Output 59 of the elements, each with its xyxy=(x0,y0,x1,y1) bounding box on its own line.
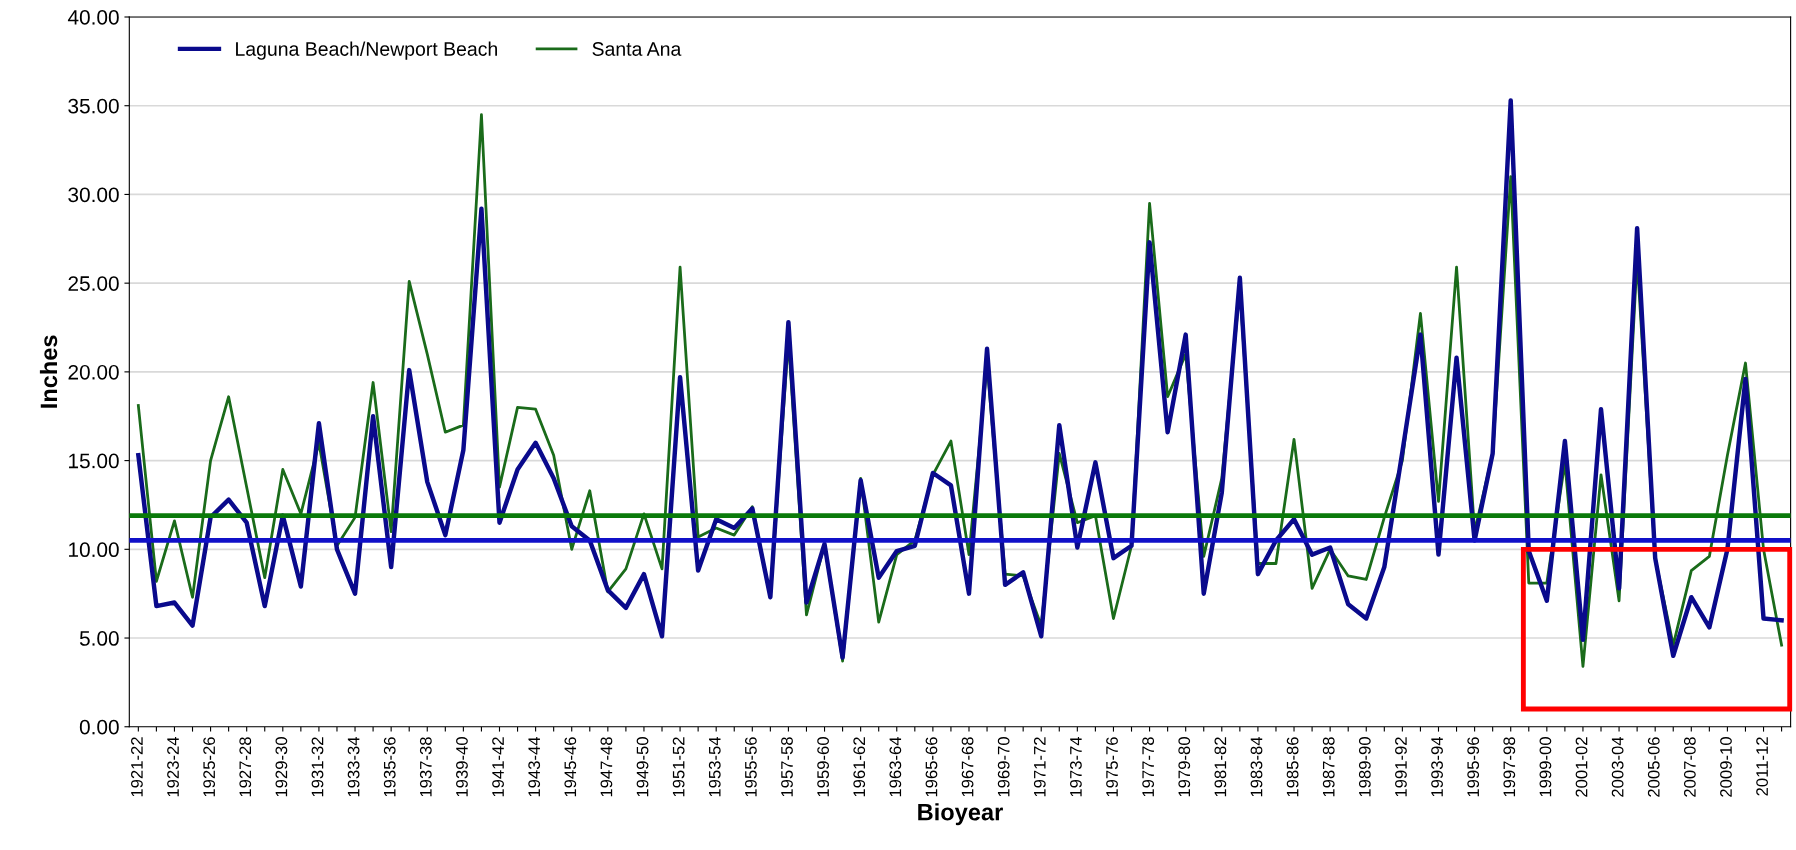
x-tick-label: 1991-92 xyxy=(1395,737,1407,797)
y-tick-label: 25.00 xyxy=(68,276,119,291)
y-tick-label: 35.00 xyxy=(68,98,119,114)
x-tick-label: 1929-30 xyxy=(275,737,288,797)
x-tick-label: 1979-80 xyxy=(1178,737,1191,797)
x-tick-label: 1921-22 xyxy=(131,737,143,797)
x-tick-label: 2007-08 xyxy=(1683,737,1696,797)
x-tick-label: 1959-60 xyxy=(817,737,829,797)
x-tick-label: 1943-44 xyxy=(528,736,541,797)
y-axis-title: Inches xyxy=(39,335,58,408)
y-tick-label: 5.00 xyxy=(79,631,119,646)
x-tick-label: 1941-42 xyxy=(492,737,504,797)
x-tick-label: 1989-90 xyxy=(1358,737,1371,797)
x-tick-label: 1957-58 xyxy=(781,737,793,797)
x-tick-label: 1963-64 xyxy=(889,736,902,797)
y-tick-label: 40.00 xyxy=(67,10,119,25)
x-axis-title: Bioyear xyxy=(918,803,1003,826)
x-tick-label: 1967-68 xyxy=(961,737,974,797)
x-tick-label: 2011-12 xyxy=(1756,737,1768,796)
x-tick-label: 1987-88 xyxy=(1322,737,1335,797)
x-tick-label: 1923-24 xyxy=(167,736,179,797)
x-tick-label: 1937-38 xyxy=(419,737,432,797)
x-tick-label: 1977-78 xyxy=(1142,737,1155,797)
x-tick-label: 1945-46 xyxy=(564,737,577,797)
x-tick-label: 1925-26 xyxy=(203,737,216,797)
x-tick-label: 1973-74 xyxy=(1070,736,1082,797)
x-tick-label: 1981-82 xyxy=(1214,737,1227,797)
x-tick-label: 1947-48 xyxy=(600,737,613,797)
x-tick-label: 1935-36 xyxy=(383,737,396,797)
x-tick-label: 1971-72 xyxy=(1033,737,1046,797)
legend-label: Laguna Beach/Newport Beach xyxy=(236,41,497,60)
x-tick-label: 2003-04 xyxy=(1611,736,1624,797)
x-tick-label: 1927-28 xyxy=(239,737,252,797)
x-tick-label: 1995-96 xyxy=(1467,737,1480,797)
x-tick-label: 2005-06 xyxy=(1647,737,1660,797)
x-tick-label: 1949-50 xyxy=(636,737,649,797)
legend-label: Santa Ana xyxy=(592,42,682,56)
x-tick-label: 1983-84 xyxy=(1250,736,1263,797)
x-tick-label: 1997-98 xyxy=(1503,737,1516,797)
x-tick-label: 1955-56 xyxy=(744,737,757,797)
x-tick-label: 1939-40 xyxy=(456,737,468,797)
y-tick-label: 20.00 xyxy=(68,364,119,380)
x-tick-label: 2001-02 xyxy=(1575,737,1588,797)
x-tick-label: 1969-70 xyxy=(997,737,1010,797)
x-tick-label: 1933-34 xyxy=(347,736,360,797)
x-tick-label: 1951-52 xyxy=(672,737,685,797)
y-tick-label: 10.00 xyxy=(69,542,119,558)
x-tick-label: 1993-94 xyxy=(1431,736,1443,797)
y-tick-label: 15.00 xyxy=(69,453,119,469)
x-tick-label: 1999-00 xyxy=(1539,737,1552,797)
x-tick-label: 1953-54 xyxy=(708,736,721,797)
x-tick-label: 2009-10 xyxy=(1720,737,1732,797)
x-tick-label: 1965-66 xyxy=(925,737,938,797)
x-tick-label: 1931-32 xyxy=(311,737,324,797)
y-tick-label: 0.00 xyxy=(79,719,119,735)
x-tick-label: 1985-86 xyxy=(1286,737,1299,797)
y-tick-label: 30.00 xyxy=(68,187,119,203)
x-tick-label: 1961-62 xyxy=(853,737,866,797)
x-tick-label: 1975-76 xyxy=(1106,737,1118,797)
